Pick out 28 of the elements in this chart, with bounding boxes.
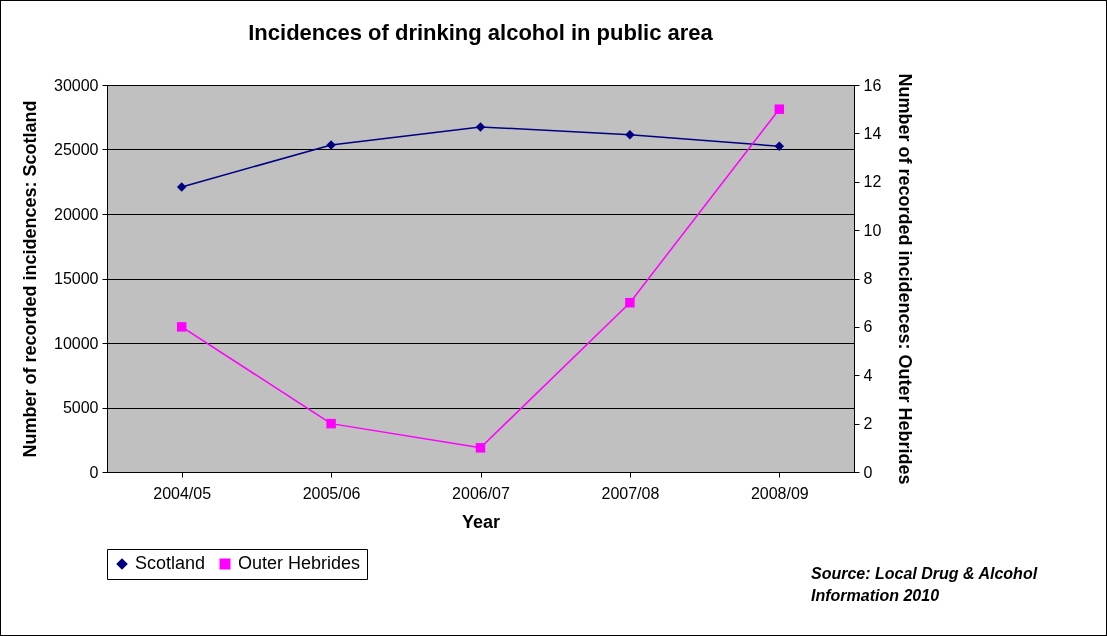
legend-label: Outer Hebrides [238, 553, 361, 573]
y2-tick-label: 14 [863, 124, 882, 142]
y2-tick-label: 10 [863, 221, 882, 239]
y2-tick-label: 12 [863, 173, 882, 191]
x-tick-label: 2008/09 [750, 484, 809, 502]
legend-label: Scotland [135, 553, 206, 573]
y2-axis-title: Number of recorded incidences: Outer Hebrides [895, 73, 916, 485]
y-axis-title: Number of recorded incidences: Scotland [20, 100, 41, 458]
x-tick-label: 2005/06 [302, 484, 361, 502]
y-tick-label: 30000 [54, 76, 99, 94]
y2-tick-label: 2 [863, 415, 873, 433]
source-note: Source: Local Drug & Alcohol Information 2010 [811, 564, 1039, 606]
y2-tick-label: 0 [863, 463, 873, 481]
y2-tick-label: 6 [863, 318, 873, 336]
x-axis-title: Year [461, 511, 501, 532]
y2-tick-label: 16 [863, 76, 882, 94]
y-tick-label: 15000 [54, 270, 99, 287]
y-tick-label: 10000 [54, 334, 99, 352]
y-tick-label: 25000 [54, 141, 99, 158]
y-tick-label: 0 [89, 463, 99, 481]
y-tick-label: 20000 [54, 205, 99, 223]
y-tick-label: 5000 [62, 399, 99, 416]
y2-tick-label: 8 [863, 270, 873, 287]
x-tick-label: 2006/07 [452, 484, 511, 502]
y2-tick-label: 4 [863, 366, 873, 384]
chart-title: Incidences of drinking alcohol in public area [248, 19, 714, 45]
x-tick-label: 2004/05 [153, 484, 212, 502]
x-tick-label: 2007/08 [601, 484, 660, 502]
